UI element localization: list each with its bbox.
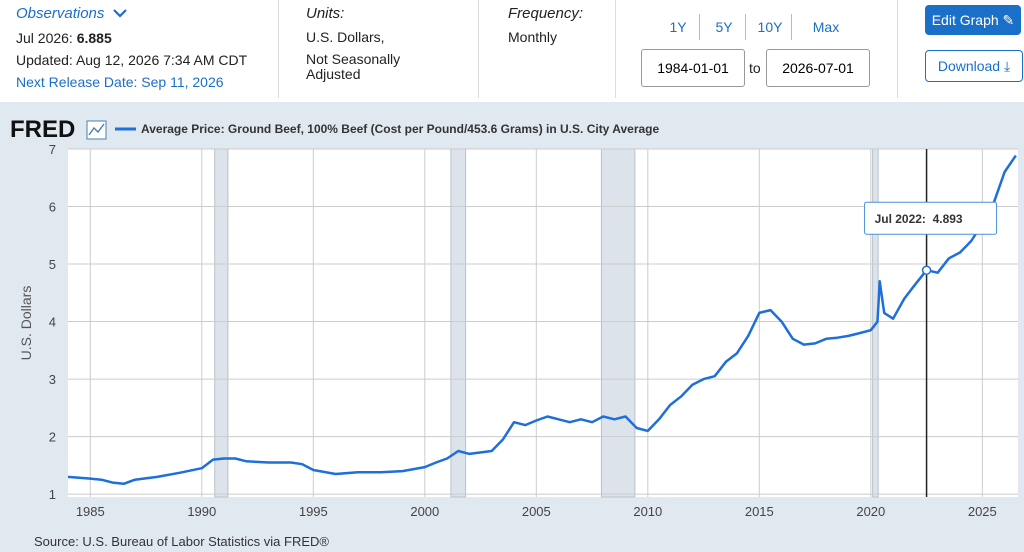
edit-label: Edit Graph xyxy=(931,12,999,28)
x-tick-label: 2025 xyxy=(968,504,997,519)
frequency: Monthly xyxy=(508,29,558,45)
latest: Jul 2026: 6.885 xyxy=(16,30,112,46)
y-tick-label: 2 xyxy=(49,430,56,445)
source: Source: U.S. Bureau of Labor Statistics … xyxy=(34,534,329,549)
units-2: Not Seasonally Adjusted xyxy=(306,51,401,82)
recession-band xyxy=(600,148,636,498)
download-button[interactable]: Download ⤓ xyxy=(925,50,1023,82)
x-tick-label: 2020 xyxy=(856,504,885,519)
x-tick-label: 1990 xyxy=(187,504,216,519)
y-tick-label: 7 xyxy=(49,142,56,157)
recession-band xyxy=(450,148,467,498)
legend-label: Average Price: Ground Beef, 100% Beef (C… xyxy=(141,122,659,136)
range-button[interactable]: Max xyxy=(812,19,840,35)
x-tick-label: 2015 xyxy=(745,504,774,519)
separator xyxy=(278,0,279,98)
download-label: Download xyxy=(937,58,1001,74)
y-tick-label: 5 xyxy=(49,257,56,272)
end-date[interactable]: 2026-07-01 xyxy=(766,49,870,87)
latest-value: 6.885 xyxy=(76,30,112,46)
y-tick-label: 3 xyxy=(49,372,56,387)
latest-label: Jul 2026: xyxy=(16,30,73,46)
separator xyxy=(478,0,479,98)
range-button[interactable]: 5Y xyxy=(703,14,746,40)
units-1: U.S. Dollars, xyxy=(306,29,385,45)
recession-band xyxy=(214,148,229,498)
chevron xyxy=(112,9,127,18)
tooltip-value: 4.893 xyxy=(933,212,963,226)
x-tick-label: 1995 xyxy=(299,504,328,519)
y-axis-label: U.S. Dollars xyxy=(18,286,34,361)
logo-icon-line xyxy=(88,123,105,136)
next-release[interactable]: Next Release Date: Sep 11, 2026 xyxy=(16,74,224,90)
x-tick-label: 2010 xyxy=(633,504,662,519)
tooltip-label: Jul 2022: xyxy=(875,212,926,226)
fred-logo: FRED xyxy=(10,116,75,143)
y-tick-label: 6 xyxy=(49,200,56,215)
edit-graph-button[interactable]: Edit Graph ✎ xyxy=(925,5,1021,35)
x-tick-label: 1985 xyxy=(76,504,105,519)
x-tick-label: 2000 xyxy=(410,504,439,519)
x-tick-label: 2005 xyxy=(522,504,551,519)
observations-toggle[interactable]: Observations xyxy=(16,5,127,22)
updated: Updated: Aug 12, 2026 7:34 AM CDT xyxy=(16,52,248,68)
y-tick-label: 1 xyxy=(49,487,56,502)
range-button[interactable]: 1Y xyxy=(657,14,700,40)
to-label: to xyxy=(749,60,761,76)
separator xyxy=(897,0,898,98)
units-label: Units: xyxy=(306,5,345,22)
y-tick-label: 4 xyxy=(49,315,56,330)
range-button[interactable]: 10Y xyxy=(749,14,792,40)
tooltip-box xyxy=(864,201,998,235)
chart: FRED Average Price: Ground Beef, 100% Be… xyxy=(0,102,1024,552)
data-line xyxy=(67,154,1017,486)
separator xyxy=(615,0,616,98)
frequency-label: Frequency: xyxy=(508,5,584,22)
start-date[interactable]: 1984-01-01 xyxy=(641,49,745,87)
observations-label: Observations xyxy=(16,5,105,22)
hover-point xyxy=(921,265,932,275)
